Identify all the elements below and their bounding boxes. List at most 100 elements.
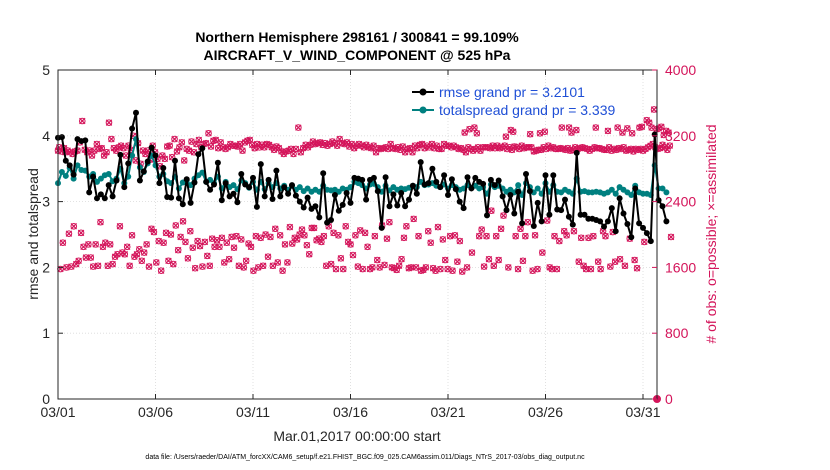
obs-assimilated-stroke bbox=[229, 142, 237, 149]
obs-assimilated-marker bbox=[236, 140, 244, 148]
obs-possible-marker bbox=[505, 264, 512, 271]
obs-assimilated-stroke bbox=[375, 144, 382, 152]
obs-assimilated-stroke bbox=[132, 157, 139, 164]
obs-assimilated-stroke bbox=[490, 262, 498, 269]
obs-assimilated-marker bbox=[508, 146, 516, 154]
rmse-point bbox=[663, 218, 670, 225]
obs-assimilated-marker bbox=[473, 130, 481, 137]
rmse-point bbox=[211, 181, 217, 188]
obs-assimilated-stroke bbox=[306, 251, 313, 258]
rmse-point bbox=[487, 176, 494, 183]
rmse-point bbox=[370, 174, 377, 181]
rmse-point bbox=[359, 176, 366, 183]
obs-assimilated-marker bbox=[246, 136, 254, 144]
obs-possible-marker bbox=[123, 243, 131, 251]
rmse-point bbox=[277, 193, 284, 200]
obs-assimilated-stroke bbox=[106, 241, 114, 248]
rmse-point bbox=[66, 162, 73, 169]
obs-assimilated-marker bbox=[179, 218, 187, 225]
obs-assimilated-marker bbox=[359, 265, 366, 273]
obs-possible-marker bbox=[242, 257, 250, 265]
obs-assimilated-stroke bbox=[332, 265, 340, 273]
obs-assimilated-marker bbox=[126, 262, 133, 269]
obs-assimilated-marker bbox=[536, 130, 544, 137]
obs-assimilated-stroke bbox=[255, 264, 262, 271]
obs-assimilated-stroke bbox=[438, 145, 445, 153]
rmse-point bbox=[199, 145, 206, 152]
obs-assimilated-marker bbox=[223, 239, 230, 246]
obs-possible-marker bbox=[161, 155, 169, 163]
obs-assimilated-marker bbox=[272, 225, 279, 232]
obs-assimilated-stroke bbox=[267, 233, 274, 241]
obs-possible-marker bbox=[70, 222, 78, 230]
obs-assimilated-stroke bbox=[384, 145, 392, 153]
obs-assimilated-marker bbox=[594, 258, 602, 265]
obs-assimilated-stroke bbox=[645, 119, 653, 126]
obs-assimilated-stroke bbox=[372, 149, 380, 156]
obs-assimilated-stroke bbox=[223, 239, 230, 246]
obs-assimilated-marker bbox=[290, 150, 297, 158]
obs-assimilated-stroke bbox=[616, 255, 624, 263]
obs-assimilated-marker bbox=[340, 265, 347, 273]
obs-possible-marker bbox=[410, 215, 417, 223]
rmse-point bbox=[534, 199, 541, 206]
rmse-point bbox=[659, 203, 666, 210]
obs-possible-marker bbox=[587, 265, 595, 273]
obs-assimilated-marker bbox=[287, 145, 295, 153]
rmse-point bbox=[491, 182, 498, 189]
obs-assimilated-marker bbox=[120, 144, 127, 152]
rmse-point bbox=[187, 199, 194, 206]
obs-assimilated-stroke bbox=[534, 265, 541, 273]
obs-possible-marker bbox=[480, 263, 488, 270]
obs-assimilated-marker bbox=[631, 256, 638, 264]
obs-assimilated-marker bbox=[456, 237, 464, 245]
obs-possible-marker bbox=[238, 236, 245, 243]
obs-assimilated-marker bbox=[556, 237, 563, 245]
obs-assimilated-marker bbox=[535, 146, 542, 154]
obs-possible-marker bbox=[478, 226, 485, 233]
obs-assimilated-stroke bbox=[539, 249, 546, 256]
obs-assimilated-marker bbox=[354, 263, 362, 270]
obs-possible-marker bbox=[461, 129, 468, 136]
obs-assimilated-marker bbox=[308, 224, 315, 232]
obs-assimilated-marker bbox=[660, 131, 667, 139]
obs-possible-marker bbox=[582, 265, 590, 273]
rmse-point bbox=[643, 230, 650, 237]
obs-assimilated-stroke bbox=[444, 265, 451, 273]
obs-assimilated-stroke bbox=[664, 146, 671, 154]
obs-assimilated-stroke bbox=[213, 237, 221, 244]
obs-assimilated-marker bbox=[531, 232, 539, 239]
obs-assimilated-marker bbox=[361, 229, 369, 237]
obs-assimilated-marker bbox=[548, 265, 556, 273]
obs-assimilated-marker bbox=[342, 223, 349, 230]
obs-assimilated-marker bbox=[592, 124, 599, 131]
obs-assimilated-marker bbox=[393, 266, 400, 274]
rmse-point bbox=[472, 174, 479, 181]
obs-assimilated-stroke bbox=[290, 150, 297, 158]
rmse-point bbox=[292, 192, 299, 199]
obs-assimilated-marker bbox=[437, 265, 444, 273]
obs-assimilated-stroke bbox=[148, 225, 155, 232]
obs-possible-marker bbox=[89, 263, 97, 270]
obs-assimilated-marker bbox=[252, 232, 260, 240]
obs-assimilated-stroke bbox=[585, 234, 592, 242]
obs-possible-marker bbox=[221, 259, 228, 266]
obs-assimilated-stroke bbox=[454, 258, 461, 265]
obs-assimilated-stroke bbox=[505, 264, 512, 271]
rmse-point bbox=[386, 203, 393, 210]
obs-possible-marker bbox=[524, 218, 532, 226]
rmse-point bbox=[604, 218, 611, 225]
obs-assimilated-stroke bbox=[484, 144, 491, 151]
obs-assimilated-marker bbox=[221, 259, 228, 266]
obs-possible-marker bbox=[458, 268, 466, 275]
obs-assimilated-stroke bbox=[605, 144, 613, 151]
rmse-point bbox=[191, 179, 198, 186]
obs-possible-marker bbox=[168, 153, 176, 161]
spread-point bbox=[296, 184, 303, 191]
obs-assimilated-marker bbox=[443, 142, 450, 149]
obs-possible-marker bbox=[140, 249, 148, 256]
obs-assimilated-stroke bbox=[648, 124, 655, 131]
obs-possible-marker bbox=[570, 227, 578, 235]
rmse-point bbox=[82, 137, 89, 144]
spread-point bbox=[62, 172, 69, 179]
